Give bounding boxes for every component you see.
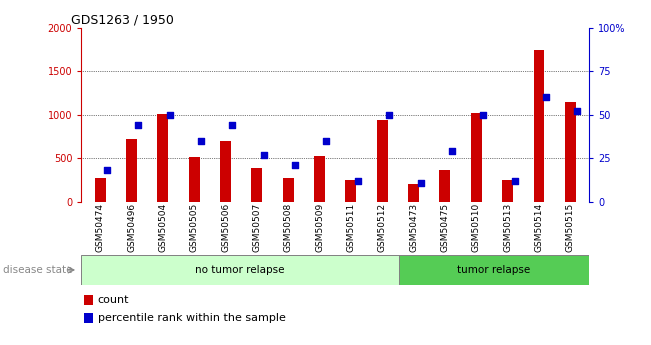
Text: GSM50505: GSM50505 <box>189 203 199 252</box>
Point <box>384 112 395 117</box>
Bar <box>398 255 589 285</box>
Text: GSM50473: GSM50473 <box>409 203 418 252</box>
Bar <box>471 113 482 202</box>
Text: percentile rank within the sample: percentile rank within the sample <box>98 313 286 323</box>
Point <box>227 122 238 128</box>
Point <box>196 138 206 144</box>
Text: GSM50508: GSM50508 <box>284 203 293 252</box>
Text: count: count <box>98 296 129 305</box>
Point <box>447 149 457 154</box>
Bar <box>84 295 93 305</box>
Text: GSM50504: GSM50504 <box>158 203 167 252</box>
Point <box>541 95 551 100</box>
Point <box>322 138 332 144</box>
Point <box>572 108 583 114</box>
Text: GSM50513: GSM50513 <box>503 203 512 252</box>
Point <box>509 178 519 184</box>
Point <box>102 168 112 173</box>
Point <box>165 112 175 117</box>
Text: GSM50509: GSM50509 <box>315 203 324 252</box>
Text: GSM50475: GSM50475 <box>441 203 449 252</box>
Text: GSM50506: GSM50506 <box>221 203 230 252</box>
Text: GDS1263 / 1950: GDS1263 / 1950 <box>71 13 174 27</box>
Point <box>258 152 269 158</box>
Point <box>290 162 300 168</box>
Point <box>415 180 426 185</box>
Text: GSM50474: GSM50474 <box>96 203 105 252</box>
Text: disease state: disease state <box>3 265 73 275</box>
Bar <box>220 141 231 202</box>
Bar <box>158 114 169 202</box>
Bar <box>377 120 388 202</box>
Text: GSM50511: GSM50511 <box>346 203 355 252</box>
Bar <box>283 178 294 202</box>
Text: GSM50510: GSM50510 <box>472 203 481 252</box>
Text: GSM50512: GSM50512 <box>378 203 387 252</box>
Text: no tumor relapse: no tumor relapse <box>195 265 284 275</box>
Bar <box>534 50 544 202</box>
Point <box>353 178 363 184</box>
Text: GSM50514: GSM50514 <box>534 203 544 252</box>
Text: GSM50496: GSM50496 <box>127 203 136 252</box>
Text: tumor relapse: tumor relapse <box>457 265 531 275</box>
Bar <box>346 180 357 202</box>
Bar <box>502 180 513 202</box>
Bar <box>126 139 137 202</box>
Point <box>478 112 488 117</box>
Point <box>133 122 144 128</box>
Bar <box>94 178 105 202</box>
Bar <box>314 156 325 202</box>
Bar <box>439 170 450 202</box>
Bar <box>81 255 398 285</box>
Text: GSM50507: GSM50507 <box>253 203 262 252</box>
Bar <box>408 184 419 202</box>
Bar <box>565 102 576 202</box>
Bar <box>251 168 262 202</box>
Bar <box>189 157 200 202</box>
Bar <box>84 313 93 323</box>
Text: GSM50515: GSM50515 <box>566 203 575 252</box>
